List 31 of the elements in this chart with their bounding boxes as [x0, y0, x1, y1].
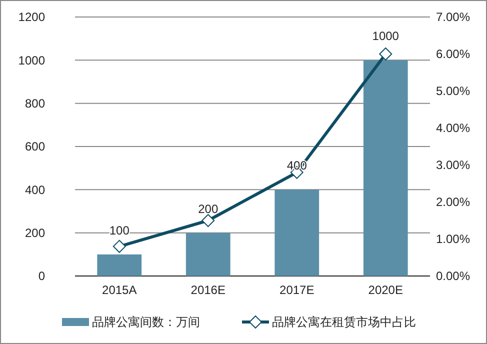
bar	[186, 232, 230, 276]
y2-tick-label: 3.00%	[436, 158, 470, 172]
y2-tick-label: 1.00%	[436, 232, 470, 246]
y-tick-label: 200	[24, 226, 46, 240]
bar	[97, 254, 142, 276]
x-tick-label: 2017E	[280, 283, 314, 297]
bar	[274, 190, 320, 276]
y2-tick-label: 6.00%	[436, 47, 470, 62]
bar	[363, 60, 408, 276]
y2-tick-label: 7.00%	[436, 10, 470, 24]
point	[112, 240, 126, 253]
y2-tick-label: 4.00%	[436, 121, 470, 136]
data-label: 200	[198, 202, 218, 216]
y2-tick-label: 5.00%	[436, 84, 470, 98]
y2-tick-label: 2.00%	[436, 195, 470, 210]
x-tick-label: 2020E	[368, 283, 403, 297]
x-tick-label: 2016E	[190, 283, 226, 297]
x-tick-label: 2015A	[102, 283, 137, 297]
y-tick-label: 0	[38, 269, 46, 284]
y-tick-label: 1200	[18, 10, 46, 24]
legend-label: 品牌公寓在租赁市场中占比	[272, 315, 416, 330]
y-tick-label: 400	[24, 182, 46, 197]
point	[202, 214, 215, 227]
data-label: 100	[109, 223, 130, 238]
y2-tick-label: 0.00%	[436, 269, 470, 284]
legend-label: 品牌公寓间数：万间	[92, 315, 200, 330]
point	[379, 48, 392, 60]
y-tick-label: 600	[24, 140, 46, 154]
y-tick-label: 1000	[18, 53, 46, 68]
y-tick-label: 800	[24, 96, 46, 111]
data-label: 1000	[372, 29, 400, 44]
